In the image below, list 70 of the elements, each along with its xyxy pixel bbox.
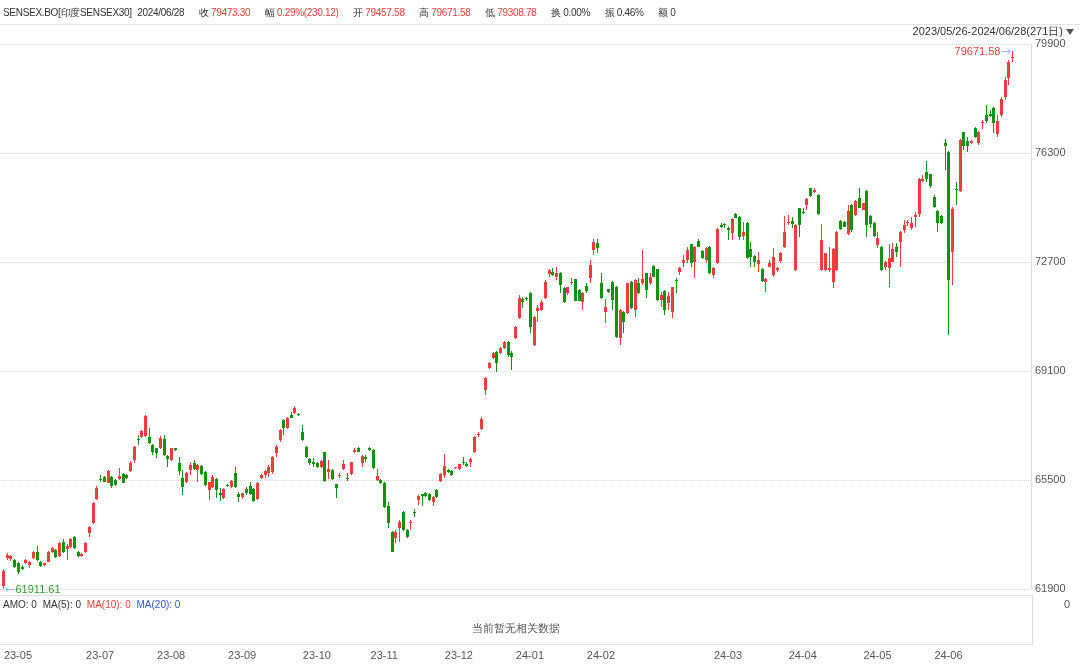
- text: 2023/05/26-2024/06/28(271日): [912, 25, 1063, 38]
- x-tick-label: 23-10: [302, 648, 331, 661]
- chart-title: SENSEX.BO[印度SENSEX30]: [3, 7, 133, 18]
- candlestick: [690, 243, 693, 268]
- y-tick-label: 79900: [1035, 37, 1066, 50]
- x-tick-label: 23-12: [444, 648, 473, 661]
- candlestick: [215, 477, 218, 499]
- candlestick: [783, 215, 786, 249]
- candlestick: [675, 277, 678, 294]
- text: 当前暂无相关数据: [471, 622, 561, 635]
- candlestick: [925, 160, 928, 183]
- y-tick-label: 76300: [1035, 146, 1066, 159]
- candlestick: [622, 310, 625, 334]
- candlestick: [2, 568, 5, 590]
- y-tick-label: 65500: [1035, 473, 1066, 486]
- x-tick-label: 23-07: [86, 648, 115, 661]
- text: AMO: 0: [3, 599, 38, 610]
- y-tick-label: 61900: [1035, 582, 1066, 595]
- candlestick: [604, 298, 607, 324]
- candlestick: [772, 247, 775, 278]
- x-tick-label: 24-04: [788, 648, 817, 661]
- candlestick: [327, 459, 330, 480]
- candlestick: [899, 230, 902, 268]
- candlestick: [137, 434, 140, 446]
- x-tick-label: 24-02: [586, 648, 615, 661]
- candlestick: [693, 245, 696, 279]
- candlestick: [544, 279, 547, 300]
- candlestick: [234, 466, 237, 489]
- candlestick: [645, 272, 648, 299]
- candlestick: [936, 209, 939, 233]
- x-tick-label: 24-01: [515, 648, 544, 661]
- candlestick: [787, 214, 790, 226]
- candlestick: [589, 259, 592, 284]
- x-tick-label: 23-09: [228, 648, 257, 661]
- y-tick-label: 72700: [1035, 255, 1066, 268]
- x-tick-label: 24-05: [863, 648, 892, 661]
- candlestick: [817, 193, 820, 216]
- candlestick: [144, 414, 147, 438]
- candlestick: [738, 215, 741, 241]
- x-tick-label: 24-06: [934, 648, 963, 661]
- candlestick: [996, 114, 999, 138]
- candlestick: [955, 181, 958, 206]
- annotation: 79671.58: [954, 44, 1001, 57]
- candlestick: [559, 271, 562, 294]
- candlestick: [443, 453, 446, 479]
- candlestick: [641, 249, 644, 286]
- x-tick-label: 23-11: [370, 648, 398, 661]
- candlestick: [409, 519, 412, 531]
- x-tick-label: 23-05: [3, 648, 33, 661]
- candlestick: [398, 519, 401, 543]
- y-tick-label: 69100: [1035, 364, 1066, 377]
- text: 2024/06/28 收 79473.30 幅 0.29%(230.12) 开 79457.58 高 79671.58 低 79308.78 换 0.00% 振 0.46% 额 0: [137, 7, 676, 18]
- candlestick: [731, 217, 734, 241]
- candlestick: [92, 501, 95, 525]
- x-tick-label: 24-03: [713, 648, 743, 661]
- candlestick: [600, 272, 603, 300]
- text: MA(5): 0: [42, 599, 83, 610]
- x-tick-label: 23-08: [157, 648, 186, 661]
- candlestick: [757, 251, 760, 273]
- annotation: 61911.61: [15, 582, 61, 595]
- candlestick: [402, 510, 405, 532]
- text: MA(10): 0: [86, 599, 132, 610]
- text: 0: [1064, 598, 1071, 611]
- candlestick: [798, 207, 801, 238]
- candlestick: [880, 245, 883, 272]
- text: MA(20): 0: [136, 599, 181, 610]
- candlestick: [372, 448, 375, 470]
- candlestick: [1000, 96, 1003, 118]
- candlestick: [163, 434, 166, 457]
- candlestick: [1011, 50, 1014, 63]
